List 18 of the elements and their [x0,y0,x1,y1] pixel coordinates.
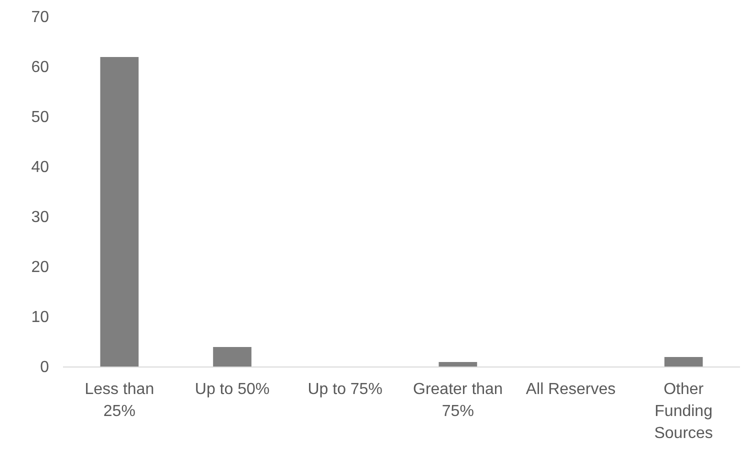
x-tick-label: Less than 25% [84,381,154,420]
x-tick-label: Up to 75% [308,381,382,398]
y-tick-label: 40 [31,159,50,176]
x-tick-label: Up to 50% [194,381,270,398]
y-tick-label: 60 [31,59,50,76]
y-tick-label: 10 [31,309,50,326]
x-tick-label: Greater than 75% [413,381,503,420]
y-tick-label: 30 [31,209,50,226]
y-tick-label: 20 [31,259,50,276]
y-tick-label: 50 [31,109,50,126]
bar [664,357,703,367]
x-tick-label: All Reserves [526,381,616,398]
x-tick-label: Other Funding Sources [654,381,713,442]
bar [100,57,139,367]
bar [438,362,478,367]
y-tick-label: 70 [31,9,50,26]
y-tick-label: 0 [40,359,50,376]
bar [213,347,252,367]
